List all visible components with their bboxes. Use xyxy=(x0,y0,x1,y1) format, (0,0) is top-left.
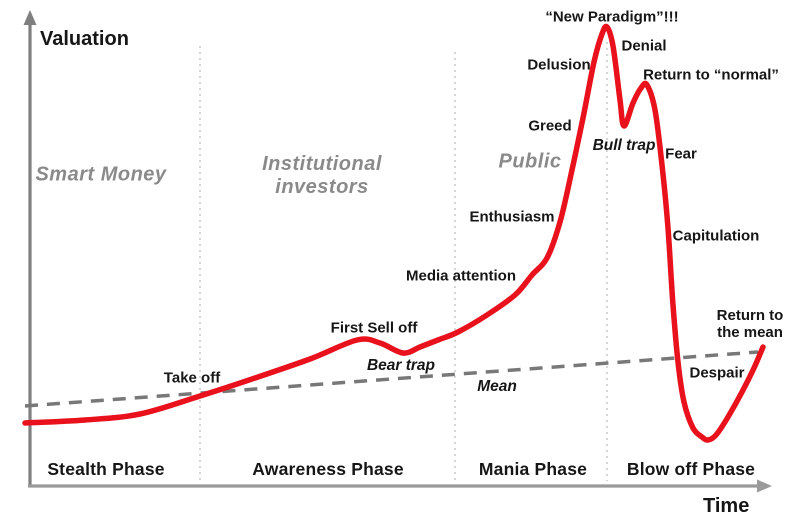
annotation-greed: Greed xyxy=(528,117,572,135)
group-label-smart-money: Smart Money xyxy=(35,163,167,186)
annotation-delusion: Delusion xyxy=(527,56,591,74)
group-label-line1: Institutional xyxy=(262,153,382,175)
annotation-denial: Denial xyxy=(621,37,667,55)
group-label-line2: investors xyxy=(275,176,369,198)
annotation-take-off: Take off xyxy=(163,369,221,387)
annotation-new-paradigm: “New Paradigm”!!! xyxy=(545,8,679,26)
annotation-capitulation: Capitulation xyxy=(672,227,760,245)
group-label-institutional-investors: Institutional investors xyxy=(262,153,382,199)
phase-label-stealth: Stealth Phase xyxy=(47,458,165,479)
group-label-public: Public xyxy=(498,150,562,173)
annotation-bear-trap: Bear trap xyxy=(366,357,436,375)
valuation-curve xyxy=(22,23,766,443)
annotation-bull-trap: Bull trap xyxy=(592,137,656,155)
annotation-first-sell-off: First Sell off xyxy=(330,319,418,337)
annotation-return-to-mean: Return to the mean xyxy=(717,307,784,342)
annotation-return-to-normal: Return to “normal” xyxy=(643,66,779,84)
annotation-despair: Despair xyxy=(689,364,745,382)
annotation-line1: Return to xyxy=(716,306,784,324)
y-axis-title: Valuation xyxy=(40,28,129,50)
x-axis-arrow-icon xyxy=(757,479,772,493)
phase-label-blow-off: Blow off Phase xyxy=(626,458,756,479)
annotation-mean: Mean xyxy=(477,378,517,396)
annotation-fear: Fear xyxy=(665,145,697,163)
y-axis-arrow-icon xyxy=(23,10,37,25)
annotation-enthusiasm: Enthusiasm xyxy=(469,208,555,226)
annotation-media-attention: Media attention xyxy=(405,267,517,285)
phase-label-mania: Mania Phase xyxy=(478,458,588,479)
phase-label-awareness: Awareness Phase xyxy=(252,458,404,479)
annotation-line2: the mean xyxy=(717,324,783,341)
mean-dashed-line xyxy=(24,350,759,408)
x-axis-title: Time xyxy=(703,495,750,517)
